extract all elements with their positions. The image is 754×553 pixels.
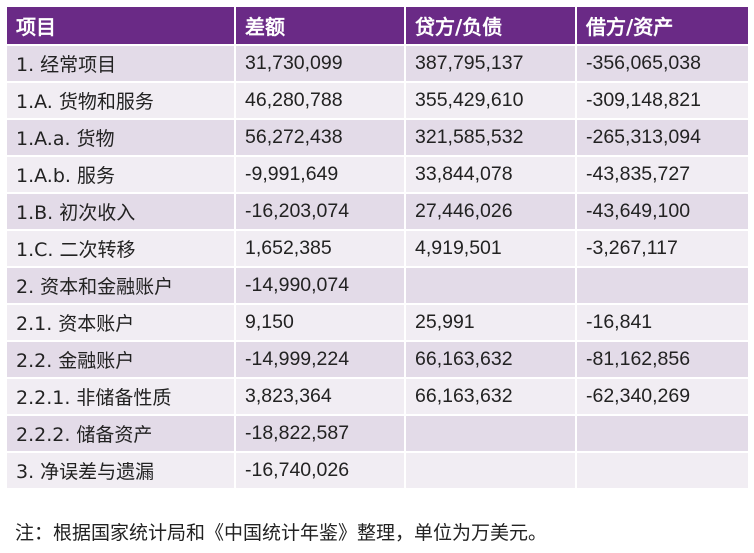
cell-item: 2.2.1. 非储备性质	[7, 379, 236, 416]
cell-balance: 31,730,099	[236, 46, 406, 83]
cell-debit	[577, 416, 748, 453]
cell-debit: -62,340,269	[577, 379, 748, 416]
cell-balance: -14,999,224	[236, 342, 406, 379]
balance-of-payments-table: 项目 差额 贷方/负债 借方/资产 1. 经常项目 31,730,099 387…	[7, 7, 748, 490]
cell-credit: 66,163,632	[406, 379, 577, 416]
table-row: 1.A.b. 服务 -9,991,649 33,844,078 -43,835,…	[7, 157, 748, 194]
cell-item: 1.B. 初次收入	[7, 194, 236, 231]
cell-balance: -16,203,074	[236, 194, 406, 231]
cell-item: 1.A.a. 货物	[7, 120, 236, 157]
cell-credit: 321,585,532	[406, 120, 577, 157]
cell-debit: -43,835,727	[577, 157, 748, 194]
table-row: 1.A.a. 货物 56,272,438 321,585,532 -265,31…	[7, 120, 748, 157]
cell-balance: -18,822,587	[236, 416, 406, 453]
balance-of-payments-table-container: 项目 差额 贷方/负债 借方/资产 1. 经常项目 31,730,099 387…	[7, 7, 748, 490]
cell-debit	[577, 268, 748, 305]
cell-balance: 3,823,364	[236, 379, 406, 416]
table-row: 1.A. 货物和服务 46,280,788 355,429,610 -309,1…	[7, 83, 748, 120]
table-row: 1. 经常项目 31,730,099 387,795,137 -356,065,…	[7, 46, 748, 83]
table-row: 2.2. 金融账户 -14,999,224 66,163,632 -81,162…	[7, 342, 748, 379]
header-row: 项目 差额 贷方/负债 借方/资产	[7, 7, 748, 46]
cell-item: 1.A. 货物和服务	[7, 83, 236, 120]
cell-balance: 1,652,385	[236, 231, 406, 268]
cell-credit	[406, 268, 577, 305]
cell-balance: 9,150	[236, 305, 406, 342]
cell-debit	[577, 453, 748, 490]
cell-credit	[406, 416, 577, 453]
cell-debit: -3,267,117	[577, 231, 748, 268]
cell-credit: 33,844,078	[406, 157, 577, 194]
cell-credit: 66,163,632	[406, 342, 577, 379]
cell-balance: -9,991,649	[236, 157, 406, 194]
cell-credit: 387,795,137	[406, 46, 577, 83]
cell-item: 2.1. 资本账户	[7, 305, 236, 342]
table-row: 1.B. 初次收入 -16,203,074 27,446,026 -43,649…	[7, 194, 748, 231]
cell-balance: -16,740,026	[236, 453, 406, 490]
cell-credit: 25,991	[406, 305, 577, 342]
cell-item: 1.C. 二次转移	[7, 231, 236, 268]
cell-credit: 4,919,501	[406, 231, 577, 268]
cell-balance: -14,990,074	[236, 268, 406, 305]
table-body: 1. 经常项目 31,730,099 387,795,137 -356,065,…	[7, 46, 748, 490]
table-header: 项目 差额 贷方/负债 借方/资产	[7, 7, 748, 46]
header-debit-assets: 借方/资产	[577, 7, 748, 46]
cell-item: 2.2.2. 储备资产	[7, 416, 236, 453]
table-row: 2. 资本和金融账户 -14,990,074	[7, 268, 748, 305]
cell-credit: 355,429,610	[406, 83, 577, 120]
cell-item: 2. 资本和金融账户	[7, 268, 236, 305]
cell-balance: 56,272,438	[236, 120, 406, 157]
cell-credit: 27,446,026	[406, 194, 577, 231]
cell-item: 1. 经常项目	[7, 46, 236, 83]
table-row: 2.2.1. 非储备性质 3,823,364 66,163,632 -62,34…	[7, 379, 748, 416]
cell-item: 3. 净误差与遗漏	[7, 453, 236, 490]
cell-debit: -16,841	[577, 305, 748, 342]
cell-balance: 46,280,788	[236, 83, 406, 120]
table-row: 3. 净误差与遗漏 -16,740,026	[7, 453, 748, 490]
cell-credit	[406, 453, 577, 490]
cell-item: 2.2. 金融账户	[7, 342, 236, 379]
table-row: 2.1. 资本账户 9,150 25,991 -16,841	[7, 305, 748, 342]
cell-debit: -265,313,094	[577, 120, 748, 157]
header-item: 项目	[7, 7, 236, 46]
cell-debit: -81,162,856	[577, 342, 748, 379]
header-balance: 差额	[236, 7, 406, 46]
cell-item: 1.A.b. 服务	[7, 157, 236, 194]
table-row: 2.2.2. 储备资产 -18,822,587	[7, 416, 748, 453]
table-row: 1.C. 二次转移 1,652,385 4,919,501 -3,267,117	[7, 231, 748, 268]
cell-debit: -356,065,038	[577, 46, 748, 83]
source-note: 注：根据国家统计局和《中国统计年鉴》整理，单位为万美元。	[15, 522, 548, 544]
cell-debit: -309,148,821	[577, 83, 748, 120]
cell-debit: -43,649,100	[577, 194, 748, 231]
header-credit-liabilities: 贷方/负债	[406, 7, 577, 46]
